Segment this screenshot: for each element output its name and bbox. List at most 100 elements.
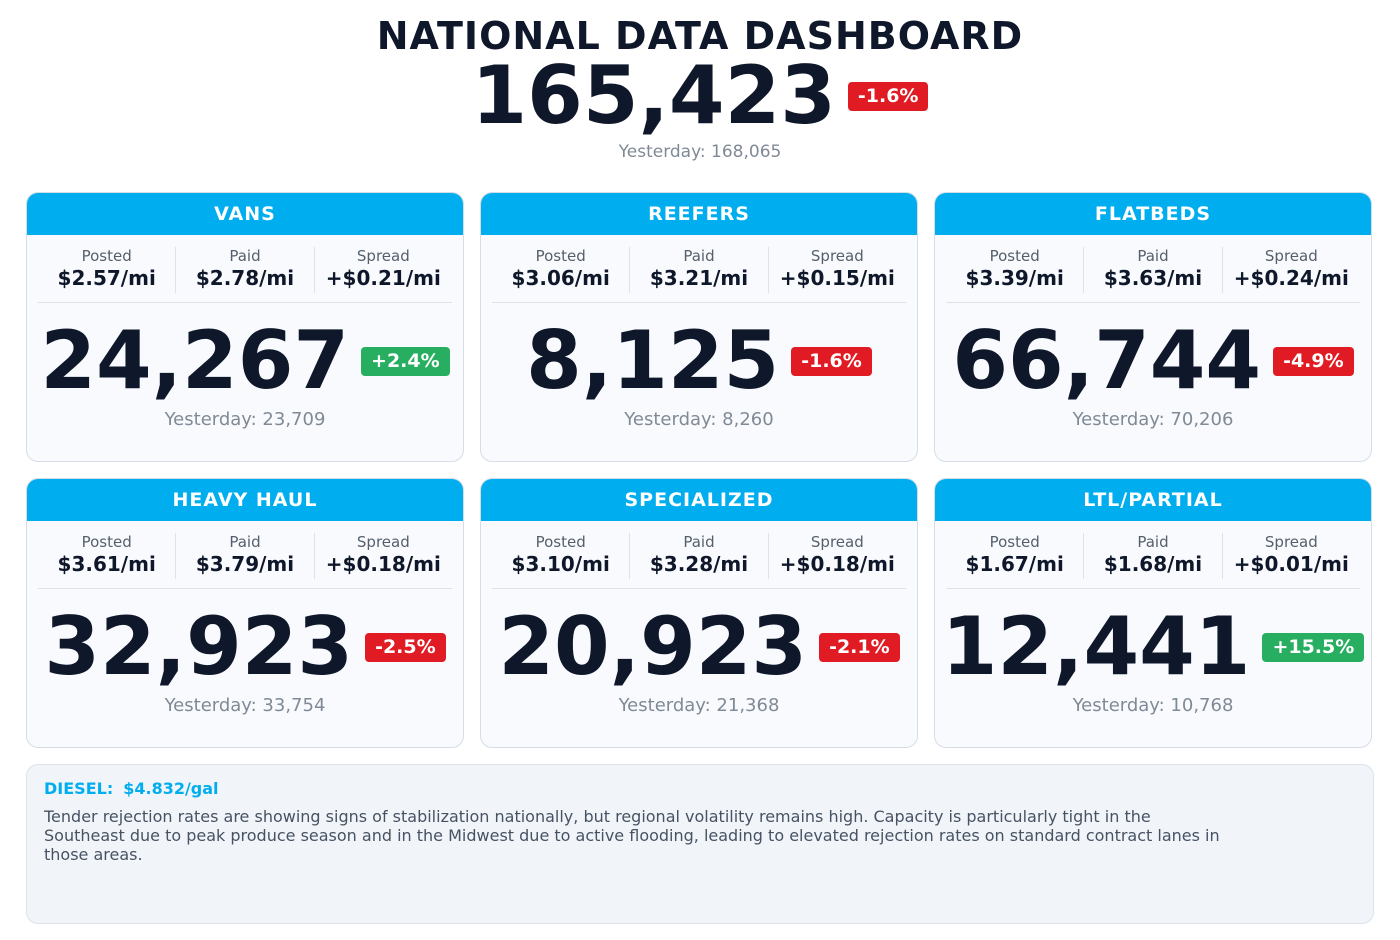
card: REEFERS Posted $3.06/mi Paid $3.21/mi Spread +… (480, 192, 918, 462)
card-title: SPECIALIZED (481, 479, 917, 521)
stat-value: $2.57/mi (57, 266, 156, 290)
stats-row: Posted $3.06/mi Paid $3.21/mi Spread +$0.15/m… (492, 247, 906, 303)
stat-label: Posted (81, 533, 132, 551)
change-badge: -4.9% (1273, 346, 1354, 376)
stats-row: Posted $2.57/mi Paid $2.78/mi Spread +$0.21/m… (38, 247, 452, 303)
card: SPECIALIZED Posted $3.10/mi Paid $3.28/mi Spr… (480, 478, 918, 748)
stat-value: $3.39/mi (965, 266, 1064, 290)
stat-value: $3.28/mi (649, 552, 749, 576)
card-value: 20,923 (498, 600, 808, 693)
stat-label: Spread (810, 247, 864, 265)
stat-label: Posted (989, 533, 1040, 551)
card-title: REEFERS (481, 193, 917, 235)
stat-value: $2.78/mi (195, 266, 295, 290)
stat-value: +$0.18/mi (325, 552, 441, 576)
stat: Posted $3.61/mi (38, 533, 175, 579)
value-row: 20,923 -2.1% (481, 601, 917, 693)
stat-label: Paid (229, 533, 261, 551)
stat: Spread +$0.18/mi (767, 533, 906, 579)
change-badge: +2.4% (361, 346, 450, 376)
card: FLATBEDS Posted $3.39/mi Paid $3.63/mi Spread… (934, 192, 1372, 462)
stat-label: Paid (229, 247, 261, 265)
yesterday: Yesterday: 21,368 (618, 695, 780, 716)
stat-value: +$0.01/mi (1233, 552, 1349, 576)
title: NATIONAL DATA DASHBOARD (376, 14, 1024, 58)
stat-value: +$0.15/mi (779, 266, 895, 290)
stat-label: Spread (356, 533, 410, 551)
stat: Paid $2.78/mi (175, 247, 313, 293)
card-value: 12,441 (941, 600, 1251, 693)
stat-label: Spread (356, 247, 410, 265)
card-grid: VANS Posted $2.57/mi Paid $2.78/mi Spread +$0.… (26, 192, 1372, 748)
stat: Paid $3.28/mi (629, 533, 767, 579)
stat-value: +$0.24/mi (1233, 266, 1349, 290)
diesel-value: $4.832/gal (123, 779, 219, 798)
yesterday: Yesterday: 70,206 (1072, 409, 1234, 430)
yesterday: Yesterday: 23,709 (164, 409, 326, 430)
stats-row: Posted $1.67/mi Paid $1.68/mi Spread +$0.01/m… (946, 533, 1360, 589)
value-row: 24,267 +2.4% (27, 315, 463, 407)
diesel: DIESEL: $4.832/gal (44, 779, 1356, 799)
stats-row: Posted $3.39/mi Paid $3.63/mi Spread +$0.24/m… (946, 247, 1360, 303)
main-row: 165,423 -1.6% (0, 56, 1400, 136)
stat-value: $3.06/mi (511, 266, 610, 290)
change-badge: -2.5% (365, 632, 446, 662)
change-badge: -1.6% (847, 81, 929, 111)
stat-label: Posted (81, 247, 132, 265)
stat-value: $3.10/mi (511, 552, 610, 576)
yesterday: Yesterday: 168,065 (618, 142, 782, 162)
stat-value: $3.79/mi (195, 552, 295, 576)
stat: Posted $1.67/mi (946, 533, 1083, 579)
stat-value: +$0.21/mi (325, 266, 441, 290)
yesterday: Yesterday: 10,768 (1072, 695, 1234, 716)
stat-value: $1.68/mi (1103, 552, 1203, 576)
stat-value: $3.61/mi (57, 552, 156, 576)
stat-label: Spread (810, 533, 864, 551)
value-row: 12,441 +15.5% (935, 601, 1371, 693)
change-badge: +15.5% (1262, 632, 1365, 662)
stat-label: Posted (535, 533, 586, 551)
header: NATIONAL DATA DASHBOARD 165,423 -1.6% Ye… (0, 14, 1400, 162)
stat-label: Paid (683, 247, 715, 265)
stat: Posted $2.57/mi (38, 247, 175, 293)
card-value: 32,923 (44, 600, 354, 693)
yesterday: Yesterday: 8,260 (624, 409, 774, 430)
value-row: 32,923 -2.5% (27, 601, 463, 693)
stat: Posted $3.39/mi (946, 247, 1083, 293)
stat-label: Paid (1137, 247, 1169, 265)
stat-label: Posted (535, 247, 586, 265)
stat: Spread +$0.01/mi (1221, 533, 1360, 579)
card-title: FLATBEDS (935, 193, 1371, 235)
card: VANS Posted $2.57/mi Paid $2.78/mi Spread +$0.… (26, 192, 464, 462)
stats-row: Posted $3.10/mi Paid $3.28/mi Spread +$0.18/m… (492, 533, 906, 589)
stat-label: Spread (1264, 533, 1318, 551)
stat-value: +$0.18/mi (779, 552, 895, 576)
stat: Paid $3.79/mi (175, 533, 313, 579)
card-value: 66,744 (952, 314, 1262, 407)
card-title: VANS (27, 193, 463, 235)
card: LTL/PARTIAL Posted $1.67/mi Paid $1.68/mi Spr… (934, 478, 1372, 748)
stats-row: Posted $3.61/mi Paid $3.79/mi Spread +$0.18/m… (38, 533, 452, 589)
stat: Spread +$0.15/mi (767, 247, 906, 293)
card: HEAVY HAUL Posted $3.61/mi Paid $3.79/mi Spre… (26, 478, 464, 748)
card-value: 8,125 (526, 314, 780, 407)
card-value: 24,267 (40, 314, 350, 407)
stat: Posted $3.06/mi (492, 247, 629, 293)
stat: Posted $3.10/mi (492, 533, 629, 579)
value-row: 66,744 -4.9% (935, 315, 1371, 407)
stat: Paid $1.68/mi (1083, 533, 1221, 579)
stat-label: Posted (989, 247, 1040, 265)
card-title: LTL/PARTIAL (935, 479, 1371, 521)
yesterday: Yesterday: 33,754 (164, 695, 326, 716)
diesel-label: DIESEL: (44, 779, 114, 798)
stat: Paid $3.63/mi (1083, 247, 1221, 293)
footer-panel: DIESEL: $4.832/gal Tender rejection rates… (26, 764, 1374, 924)
card-title: HEAVY HAUL (27, 479, 463, 521)
stat: Paid $3.21/mi (629, 247, 767, 293)
value-row: 8,125 -1.6% (481, 315, 917, 407)
stat-value: $3.63/mi (1103, 266, 1203, 290)
change-badge: -1.6% (791, 346, 872, 376)
stat: Spread +$0.24/mi (1221, 247, 1360, 293)
stat-value: $3.21/mi (649, 266, 749, 290)
